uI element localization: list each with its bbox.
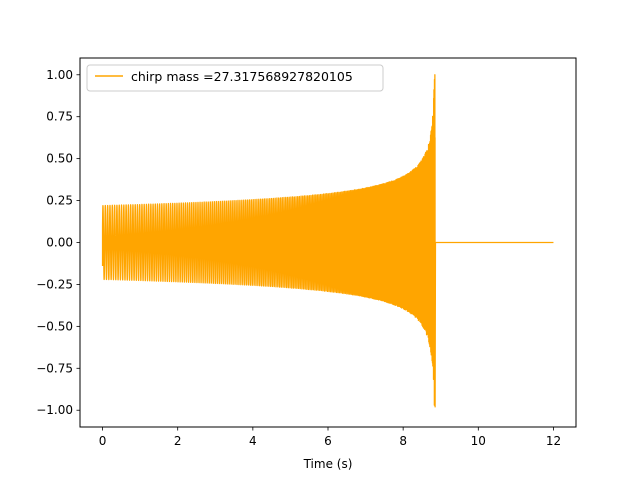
y-tick-label: 0.25: [46, 194, 73, 208]
x-tick-label: 4: [249, 434, 257, 448]
x-axis-label: Time (s): [303, 457, 353, 471]
y-tick-label: 1.00: [46, 68, 73, 82]
y-tick-label: 0.75: [46, 110, 73, 124]
y-tick-label: −0.25: [36, 277, 73, 291]
x-tick-label: 6: [324, 434, 332, 448]
legend: chirp mass =27.317568927820105: [86, 64, 384, 92]
y-tick-label: −0.50: [36, 319, 73, 333]
legend-label: chirp mass =27.317568927820105: [131, 69, 353, 84]
series-layer: [101, 74, 554, 408]
y-tick-label: 0.50: [46, 152, 73, 166]
legend-box: [86, 64, 384, 92]
y-tick-label: −1.00: [36, 403, 73, 417]
x-tick-label: 12: [546, 434, 561, 448]
x-tick-label: 0: [99, 434, 107, 448]
x-tick-label: 8: [399, 434, 407, 448]
series-line-chirp: [101, 74, 554, 408]
y-tick-label: 0.00: [46, 236, 73, 250]
y-tick-label: −0.75: [36, 361, 73, 375]
x-tick-label: 2: [174, 434, 182, 448]
y-axis-ticks: −1.00 −0.75 −0.50 −0.25 0.00 0.25 0.50 0.75 1.00: [36, 68, 80, 417]
x-tick-label: 10: [471, 434, 486, 448]
x-axis-ticks: 0 2 4 6 8 10 12: [99, 427, 561, 448]
